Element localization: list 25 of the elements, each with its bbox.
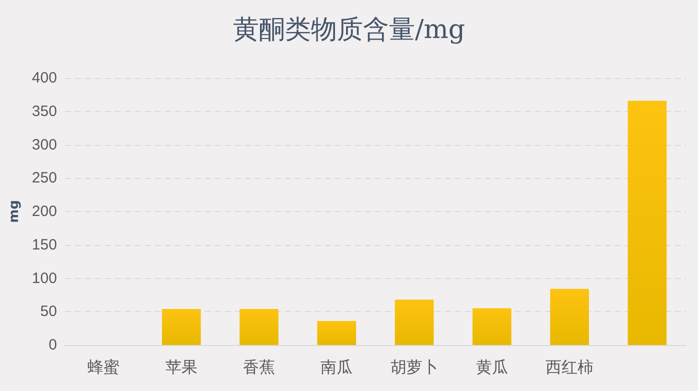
bar (394, 300, 434, 345)
y-tick-label: 200 (32, 203, 57, 220)
y-tick-label: 300 (32, 136, 57, 154)
x-tick-label: 香蕉 (243, 358, 276, 376)
y-tick-label: 50 (40, 303, 57, 320)
bar (472, 308, 512, 345)
bar (317, 320, 356, 345)
y-tick-label: 0 (48, 336, 57, 354)
x-tick-label: 西红柿 (546, 358, 594, 376)
x-tick-label: 南瓜 (320, 358, 353, 376)
x-tick-label: 苹果 (165, 358, 198, 376)
chart-title: 黄酮类物质含量/mg (232, 15, 466, 45)
x-tick-label: 蜂蜜 (88, 358, 120, 376)
x-tick-label: 胡萝卜 (390, 358, 438, 376)
y-tick-label: 400 (32, 70, 57, 86)
bar (628, 100, 667, 345)
y-tick-label: 100 (32, 270, 57, 287)
y-tick-label: 150 (32, 236, 57, 254)
bar (240, 308, 278, 345)
x-tick-label: 黄瓜 (476, 358, 508, 376)
bar (550, 288, 589, 345)
bar (162, 308, 201, 345)
y-axis-title: mg (7, 200, 22, 223)
y-tick-label: 350 (32, 102, 57, 120)
y-tick-label: 250 (32, 170, 57, 187)
